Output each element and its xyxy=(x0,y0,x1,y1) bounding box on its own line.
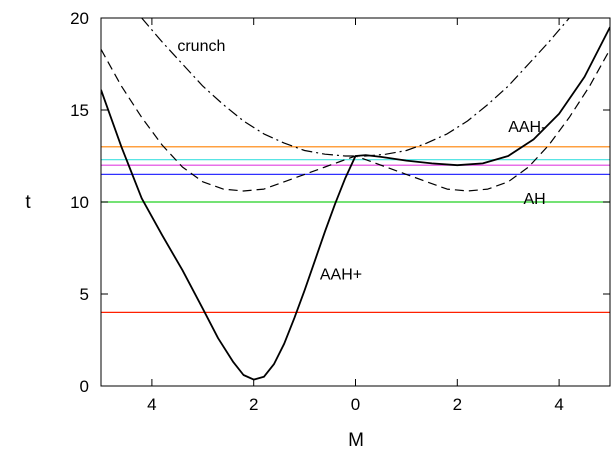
x-axis-ticks: 4 2 0 2 4 xyxy=(147,18,564,414)
x-tick-label: 4 xyxy=(147,395,156,414)
y-tick-label: 10 xyxy=(70,193,89,212)
x-tick-label: 0 xyxy=(351,395,360,414)
y-axis-label: t xyxy=(25,192,31,213)
y-tick-label: 5 xyxy=(80,285,89,304)
dash-dot-curve xyxy=(141,18,570,157)
x-tick-label: 4 xyxy=(554,395,563,414)
annotation-label: AAH+ xyxy=(320,266,362,283)
chart-curves xyxy=(101,18,610,381)
annotation-label: AH xyxy=(523,191,545,208)
y-tick-label: 15 xyxy=(70,101,89,120)
solid-curve xyxy=(101,26,610,381)
y-tick-label: 0 xyxy=(80,377,89,396)
annotation-label: AAH- xyxy=(508,119,546,136)
dashed-curve xyxy=(101,49,610,192)
y-tick-label: 20 xyxy=(70,9,89,28)
horizontal-reference-lines xyxy=(101,146,610,313)
x-tick-label: 2 xyxy=(249,395,258,414)
x-axis-label: M xyxy=(348,430,364,451)
x-tick-label: 2 xyxy=(453,395,462,414)
chart-annotations: crunch AAH- AH AAH+ xyxy=(177,38,546,283)
y-axis-ticks: 0 5 10 15 20 xyxy=(70,9,610,396)
annotation-label: crunch xyxy=(177,38,225,55)
